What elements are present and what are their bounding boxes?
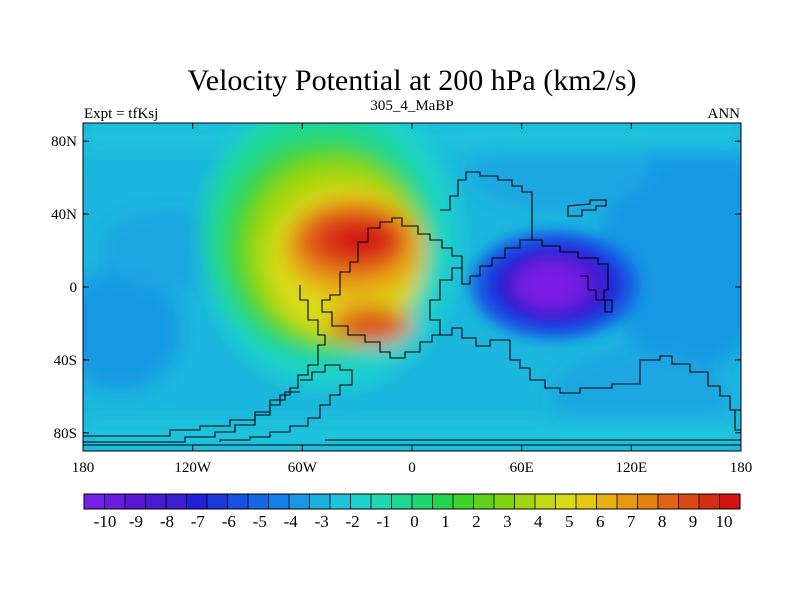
colorbar-label: -4 — [284, 512, 299, 531]
colorbar-label: -5 — [253, 512, 267, 531]
colorbar-swatch — [514, 494, 536, 509]
colorbar-swatch — [350, 494, 372, 509]
colorbar-swatch — [678, 494, 700, 509]
field-positive-anomaly — [200, 123, 460, 390]
y-tick-label: 40S — [54, 353, 77, 369]
x-tick-label: 60W — [288, 460, 318, 476]
colorbar: -10 -9 -8 -7 -6 -5 -4 -3 -2 -1 0 1 2 3 4 5 6 7 8 9 10 — [83, 493, 741, 531]
colorbar-label: -2 — [346, 512, 360, 531]
colorbar-label: 2 — [472, 512, 481, 531]
continent-outline-north-east — [461, 239, 532, 285]
x-tick-label: 120W — [174, 460, 212, 476]
x-tick-label: 180 — [72, 460, 95, 476]
x-tick-label: 180 — [730, 460, 753, 476]
colorbar-swatch — [104, 494, 126, 509]
colorbar-label: 10 — [716, 512, 733, 531]
colorbar-label: 6 — [596, 512, 605, 531]
colorbar-swatch — [309, 494, 331, 509]
colorbar-label: 9 — [689, 512, 698, 531]
colorbar-swatch — [391, 494, 413, 509]
continent-outline-south-a — [440, 327, 510, 347]
colorbar-swatch — [371, 494, 392, 509]
colorbar-label: 5 — [565, 512, 574, 531]
colorbar-label: -3 — [315, 512, 329, 531]
colorbar-swatch — [494, 494, 515, 509]
colorbar-swatch — [207, 494, 228, 509]
y-tick-label: 0 — [70, 280, 78, 296]
colorbar-swatch — [248, 494, 269, 509]
colorbar-label: 1 — [441, 512, 450, 531]
colorbar-swatch — [555, 494, 577, 509]
x-tick-label: 60E — [510, 460, 534, 476]
chart-title: Velocity Potential at 200 hPa (km2/s) — [187, 64, 636, 97]
colorbar-swatch — [289, 494, 310, 509]
colorbar-swatch — [596, 494, 618, 509]
y-tick-label: 80N — [51, 134, 77, 150]
colorbar-swatch — [84, 494, 105, 509]
colorbar-label: -10 — [94, 512, 117, 531]
colorbar-swatch — [473, 494, 495, 509]
right-string: ANN — [708, 106, 741, 122]
colorbar-swatch — [453, 494, 474, 509]
center-string: 305_4_MaBP — [370, 98, 453, 114]
colorbar-label: 4 — [534, 512, 543, 531]
continent-outline-islands — [567, 199, 607, 217]
colorbar-swatch — [432, 494, 454, 509]
continent-outline-central — [321, 217, 463, 359]
colorbar-swatch — [617, 494, 638, 509]
colorbar-swatch — [227, 494, 249, 509]
colorbar-swatch — [186, 494, 208, 509]
x-tick-label: 120E — [615, 460, 647, 476]
colorbar-label: 7 — [627, 512, 636, 531]
colorbar-swatch — [125, 494, 146, 509]
colorbar-label: 8 — [658, 512, 667, 531]
colorbar-label: -1 — [376, 512, 390, 531]
continent-outline-west — [83, 285, 326, 443]
colorbar-swatch — [268, 494, 290, 509]
contour-field — [83, 123, 741, 451]
continent-outline-south-east — [509, 340, 741, 411]
continent-outline-south-c — [730, 409, 741, 431]
colorbar-label: -7 — [191, 512, 206, 531]
colorbar-swatch — [330, 494, 351, 509]
colorbar-swatch — [719, 494, 741, 509]
y-tick-label: 40N — [51, 207, 77, 223]
colorbar-swatch — [535, 494, 556, 509]
colorbar-swatch — [166, 494, 187, 509]
continent-outline-north — [440, 171, 613, 313]
colorbar-label: 0 — [410, 512, 419, 531]
y-tick-label: 80S — [54, 426, 77, 442]
colorbar-label: 3 — [503, 512, 512, 531]
left-string: Expt = tfKsj — [84, 106, 158, 122]
continent-outline-south-b — [219, 364, 353, 442]
colorbar-frame — [83, 493, 741, 510]
colorbar-swatch — [145, 494, 167, 509]
colorbar-swatch — [658, 494, 679, 509]
colorbar-label: -6 — [222, 512, 236, 531]
colorbar-swatch — [637, 494, 659, 509]
colorbar-label: -8 — [160, 512, 174, 531]
colorbar-swatch — [576, 494, 597, 509]
colorbar-swatch — [412, 494, 433, 509]
axes: 180 120W 60W 0 60E 120E 180 80N 40N 0 40S 80S — [51, 123, 752, 476]
x-tick-label: 0 — [408, 460, 416, 476]
colorbar-swatch — [699, 494, 720, 509]
colorbar-label: -9 — [129, 512, 143, 531]
